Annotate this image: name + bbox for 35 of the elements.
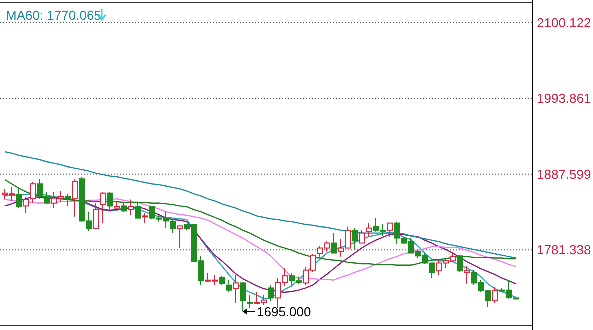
candlestick: [72, 178, 78, 218]
candlestick: [331, 232, 337, 254]
line-series: [4, 151, 517, 259]
y-tick-label: 1993.861: [537, 91, 592, 106]
candlestick: [492, 286, 498, 304]
candlestick: [135, 201, 141, 219]
candlestick: [247, 294, 253, 309]
candlestick: [457, 254, 463, 274]
candlestick: [107, 191, 113, 210]
candlestick: [23, 196, 29, 214]
candlestick: [177, 226, 183, 249]
candlestick: [100, 191, 106, 224]
candlestick: [93, 202, 99, 230]
candlestick: [464, 266, 470, 284]
candlestick: [352, 228, 358, 251]
y-tick-label: 1781.338: [537, 242, 592, 258]
candlestick: [233, 274, 239, 304]
candlestick: [65, 194, 71, 207]
y-tick-label: 1887.599: [537, 166, 592, 182]
candlestick: [359, 230, 365, 244]
y-tick-label: 2100.122: [537, 15, 592, 30]
candlestick: [240, 282, 246, 312]
candlestick: [219, 276, 225, 286]
candlestick: [30, 181, 36, 204]
candlestick: [16, 186, 22, 209]
candlestick: [121, 201, 127, 212]
candlestick: [142, 212, 148, 224]
candlestick: [170, 218, 176, 234]
candlestick: [268, 284, 274, 302]
candlestick: [226, 280, 232, 293]
text: MA60: 1770.065: [6, 8, 102, 23]
candlestick: [366, 222, 372, 238]
candlestick: [387, 222, 393, 238]
candlestick: [128, 199, 134, 216]
annotation: 1695.000: [257, 304, 312, 320]
